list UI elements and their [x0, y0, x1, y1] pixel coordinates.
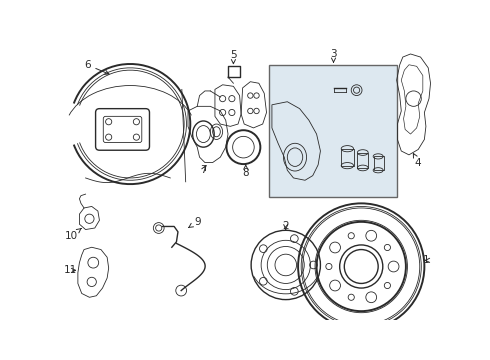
Text: 9: 9: [189, 217, 200, 228]
Text: 2: 2: [282, 221, 289, 231]
Text: 6: 6: [84, 60, 109, 74]
Text: 3: 3: [330, 49, 337, 62]
Text: 11: 11: [64, 265, 77, 275]
Bar: [373, 156, 384, 170]
Bar: [341, 149, 354, 166]
Text: 7: 7: [200, 165, 207, 175]
Text: 8: 8: [243, 165, 249, 177]
FancyBboxPatch shape: [103, 116, 142, 143]
FancyBboxPatch shape: [96, 109, 149, 150]
Text: 4: 4: [414, 153, 421, 167]
Text: 5: 5: [230, 50, 237, 64]
Text: 1: 1: [422, 255, 430, 265]
Text: 10: 10: [65, 228, 81, 241]
Bar: [269, 65, 397, 197]
Bar: [357, 153, 368, 168]
